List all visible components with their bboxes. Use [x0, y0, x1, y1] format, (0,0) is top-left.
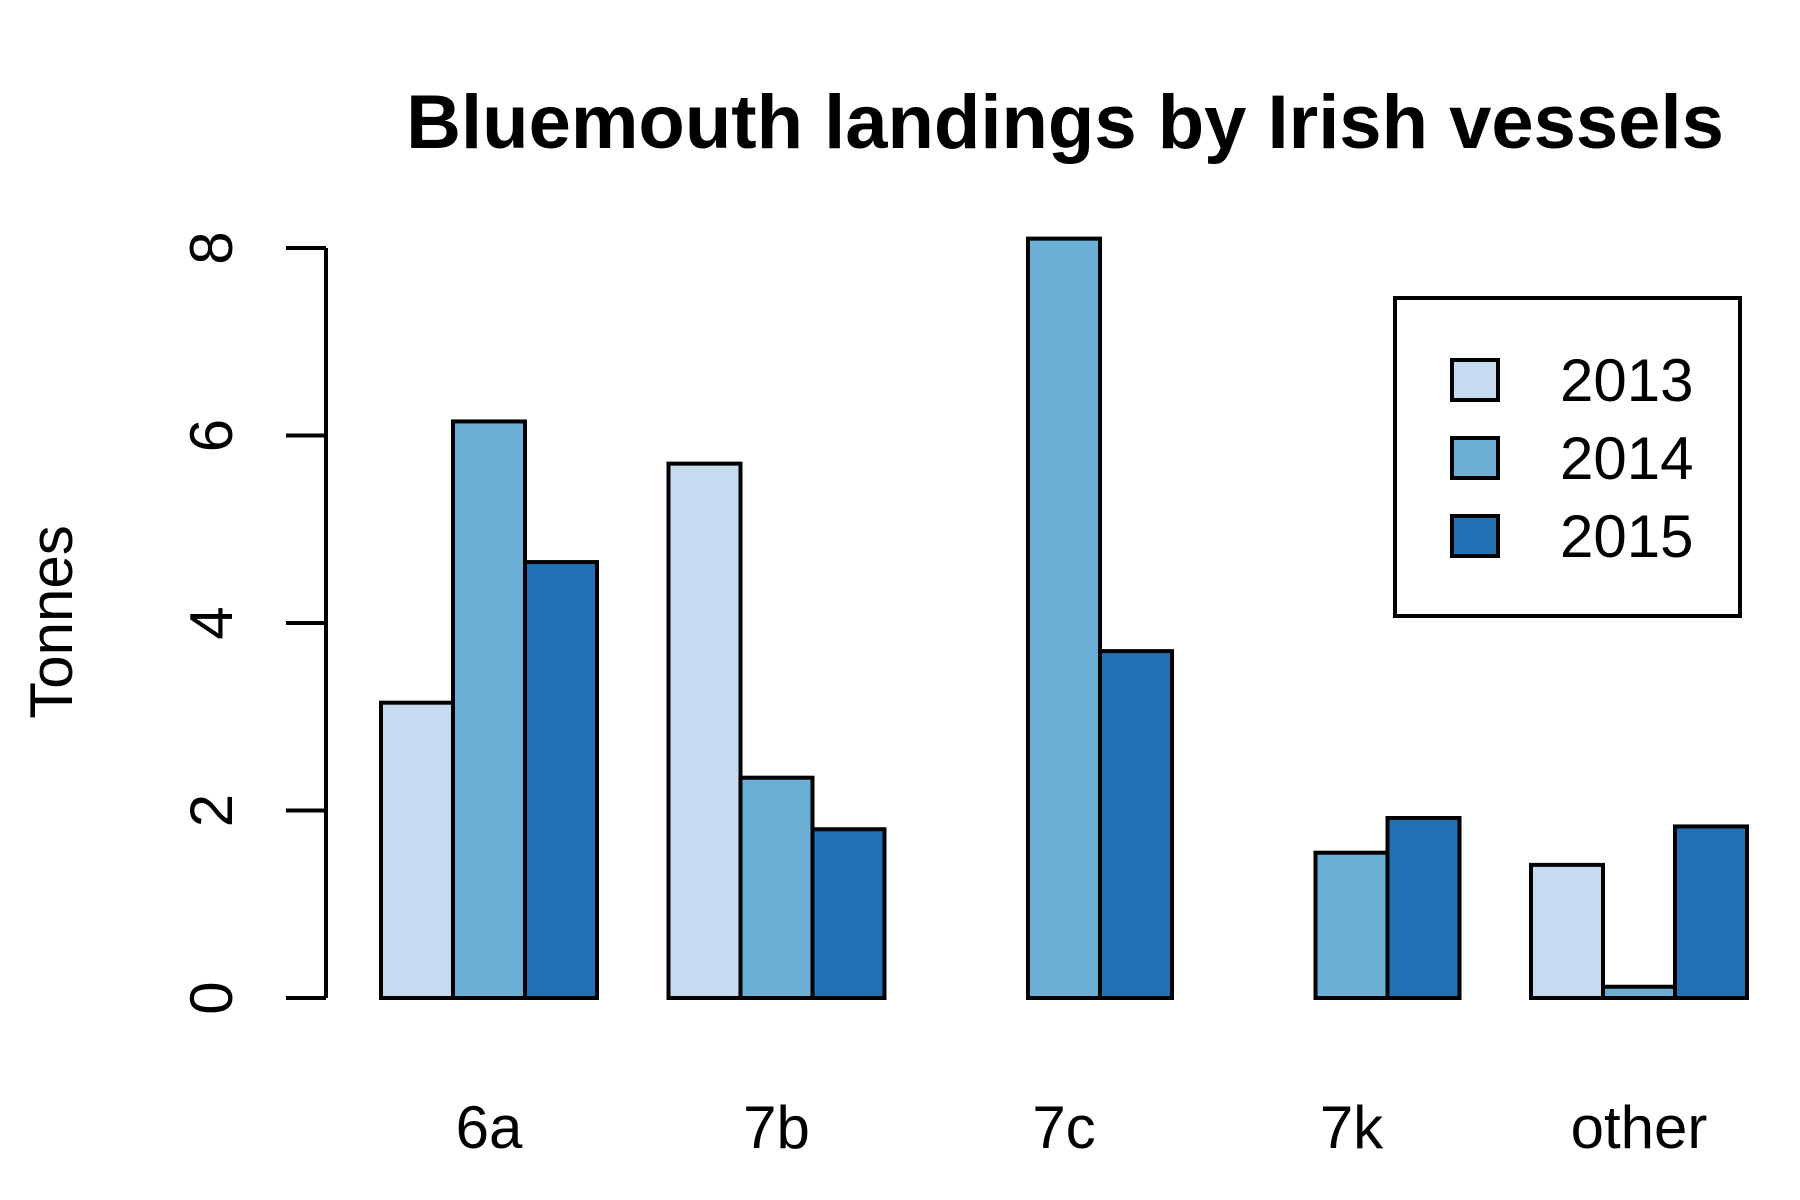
bar-other-2015: [1673, 824, 1749, 1000]
bar-7k-2015: [1385, 816, 1462, 1000]
bar-7c-2014: [1026, 236, 1102, 1000]
bar-6a-2013: [379, 700, 455, 1000]
legend-swatch-2015: [1450, 514, 1500, 558]
y-tick-label: 0: [178, 981, 245, 1014]
y-tick-label: 4: [178, 606, 245, 639]
x-tick-label-7b: 7b: [743, 1094, 810, 1161]
bar-6a-2015: [523, 560, 599, 1000]
bar-7b-2015: [810, 827, 887, 1000]
bar-7k-2014: [1313, 850, 1390, 1000]
y-axis-label: Tonnes: [18, 525, 85, 718]
x-tick-label-other: other: [1571, 1094, 1708, 1161]
legend-label-2015: 2015: [1560, 503, 1693, 570]
x-tick-label-7c: 7c: [1032, 1094, 1095, 1161]
legend: 2013 2014 2015: [1393, 296, 1742, 618]
bar-7c-2015: [1098, 649, 1174, 1000]
chart-title: Bluemouth landings by Irish vessels: [406, 80, 1724, 165]
y-axis: 0 2 4 6 8: [178, 231, 328, 1015]
bar-other-2013: [1529, 862, 1605, 1000]
legend-swatch-2013: [1450, 358, 1500, 402]
bar-7b-2014: [738, 775, 815, 1000]
y-tick-label: 6: [178, 419, 245, 452]
y-tick-label: 8: [178, 231, 245, 264]
y-tick-label: 2: [178, 794, 245, 827]
legend-swatch-2014: [1450, 436, 1500, 480]
bar-other-2014: [1601, 984, 1677, 1000]
x-tick-label-6a: 6a: [456, 1094, 523, 1161]
legend-label-2014: 2014: [1560, 425, 1693, 492]
bars-group: [379, 236, 1749, 1000]
x-axis-labels: 6a 7b 7c 7k other: [456, 1094, 1708, 1161]
bar-7b-2013: [666, 461, 743, 1000]
legend-label-2013: 2013: [1560, 347, 1693, 414]
bar-6a-2014: [451, 419, 527, 1000]
x-tick-label-7k: 7k: [1320, 1094, 1384, 1161]
